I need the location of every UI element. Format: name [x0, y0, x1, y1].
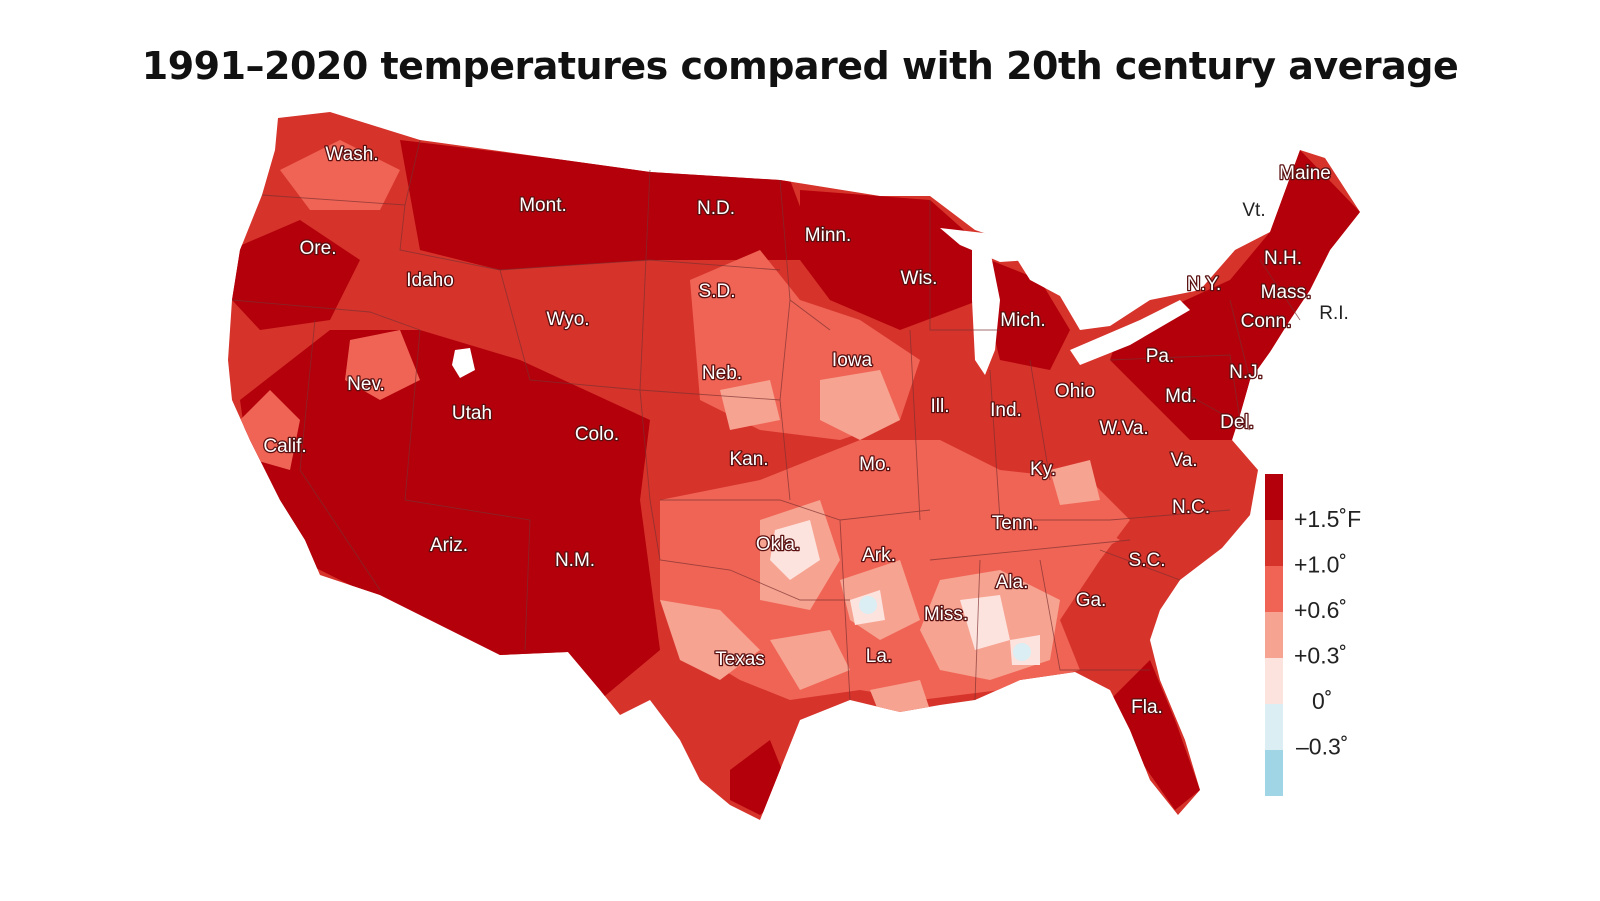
state-borders — [231, 139, 1301, 701]
state-label-neb: Neb. — [702, 363, 742, 384]
state-label-miss: Miss. — [924, 604, 968, 625]
state-label-ill: Ill. — [931, 396, 950, 417]
state-label-wva: W.Va. — [1099, 418, 1148, 439]
legend-label: +1.5˚F — [1294, 506, 1361, 532]
state-label-utah: Utah — [452, 403, 492, 424]
legend: +1.5˚F +1.0˚ +0.6˚ +0.3˚ 0˚ –0.3˚ — [1265, 474, 1361, 796]
state-label-sc: S.C. — [1129, 550, 1166, 571]
legend-swatch-cold — [1265, 750, 1283, 796]
state-label-sd: S.D. — [699, 281, 736, 302]
legend-swatch-warm — [1265, 520, 1283, 566]
legend-swatch-hot — [1265, 474, 1283, 520]
great-salt-lake — [452, 348, 475, 378]
state-label-nc: N.C. — [1172, 497, 1210, 518]
state-label-mass: Mass. — [1261, 282, 1312, 303]
state-label-nd: N.D. — [697, 198, 735, 219]
state-label-md: Md. — [1165, 386, 1197, 407]
legend-swatch-neutral — [1265, 658, 1283, 704]
legend-label: 0˚ — [1312, 688, 1332, 714]
state-label-nm: N.M. — [555, 550, 595, 571]
state-label-ore: Ore. — [300, 238, 337, 259]
state-label-ohio: Ohio — [1055, 381, 1095, 402]
state-label-texas: Texas — [715, 649, 765, 670]
state-label-vt: Vt. — [1242, 200, 1265, 221]
legend-swatch-mild — [1265, 612, 1283, 658]
state-label-iowa: Iowa — [832, 350, 873, 371]
state-label-nh: N.H. — [1264, 248, 1302, 269]
state-label-ri: R.I. — [1319, 303, 1349, 324]
state-label-ark: Ark. — [862, 545, 896, 566]
state-label-va: Va. — [1170, 450, 1197, 471]
legend-label: +0.3˚ — [1294, 643, 1347, 669]
legend-swatches — [1265, 474, 1283, 796]
state-label-nj: N.J. — [1229, 362, 1263, 383]
state-label-conn: Conn. — [1241, 311, 1292, 332]
state-label-pa: Pa. — [1146, 346, 1175, 367]
state-label-ny: N.Y. — [1187, 274, 1222, 295]
state-label-calif: Calif. — [263, 436, 306, 457]
state-label-ala: Ala. — [996, 572, 1029, 593]
state-label-ga: Ga. — [1076, 590, 1107, 611]
legend-label: –0.3˚ — [1296, 734, 1348, 760]
state-label-fla: Fla. — [1131, 697, 1163, 718]
state-label-idaho: Idaho — [406, 270, 454, 291]
state-label-mo: Mo. — [859, 454, 891, 475]
state-label-okla: Okla. — [756, 534, 800, 555]
state-label-nev: Nev. — [347, 374, 385, 395]
state-label-ind: Ind. — [990, 400, 1022, 421]
state-label-mich: Mich. — [1000, 310, 1045, 331]
state-label-la: La. — [866, 646, 892, 667]
state-label-colo: Colo. — [575, 424, 619, 445]
legend-label: +1.0˚ — [1294, 552, 1347, 578]
state-label-del: Del. — [1220, 412, 1254, 433]
state-label-ariz: Ariz. — [430, 535, 468, 556]
state-label-tenn: Tenn. — [992, 513, 1038, 534]
state-labels: Wash. Ore. Calif. Idaho Nev. Mont. Wyo. Utah Ari… — [262, 143, 1350, 720]
state-label-wash: Wash. — [325, 144, 378, 165]
state-label-minn: Minn. — [805, 225, 851, 246]
anomaly-neutral-zones — [770, 520, 1040, 665]
map-title: 1991–2020 temperatures compared with 20t… — [141, 44, 1459, 88]
legend-label: +0.6˚ — [1294, 597, 1347, 623]
state-label-ky: Ky. — [1030, 459, 1056, 480]
anomaly-cool-zones — [859, 596, 1031, 661]
state-label-kan: Kan. — [729, 449, 768, 470]
state-label-maine: Maine — [1279, 163, 1331, 184]
state-label-mont: Mont. — [519, 195, 567, 216]
legend-labels: +1.5˚F +1.0˚ +0.6˚ +0.3˚ 0˚ –0.3˚ — [1294, 506, 1361, 760]
legend-swatch-cool — [1265, 704, 1283, 750]
legend-swatch-mid — [1265, 566, 1283, 612]
great-lakes — [940, 228, 1190, 375]
state-label-wis: Wis. — [901, 268, 938, 289]
state-label-wyo: Wyo. — [546, 309, 589, 330]
